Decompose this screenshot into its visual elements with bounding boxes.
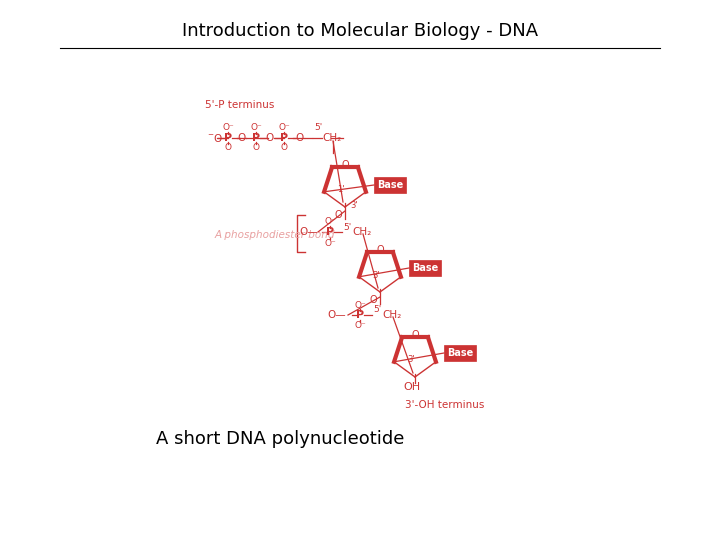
- Text: 3': 3': [372, 271, 380, 280]
- Text: O: O: [225, 144, 232, 152]
- Text: P: P: [224, 133, 232, 143]
- Text: 5'-P terminus: 5'-P terminus: [205, 100, 274, 110]
- Text: P: P: [252, 133, 260, 143]
- Text: O: O: [296, 133, 304, 143]
- Text: O: O: [253, 144, 259, 152]
- Text: $^{-}$O: $^{-}$O: [207, 132, 223, 144]
- Text: Base: Base: [447, 348, 473, 358]
- FancyBboxPatch shape: [409, 260, 441, 276]
- Text: Introduction to Molecular Biology - DNA: Introduction to Molecular Biology - DNA: [182, 22, 538, 40]
- Text: A short DNA polynucleotide: A short DNA polynucleotide: [156, 430, 404, 448]
- Text: P: P: [326, 227, 334, 237]
- Text: 3': 3': [350, 200, 358, 210]
- Text: P: P: [280, 133, 288, 143]
- Text: OH: OH: [403, 382, 420, 392]
- Text: 1': 1': [337, 186, 345, 194]
- Text: O⁻: O⁻: [278, 124, 290, 132]
- Text: Base: Base: [412, 263, 438, 273]
- Text: O⁻: O⁻: [354, 321, 366, 330]
- Text: O⁻: O⁻: [324, 239, 336, 247]
- Text: O—: O—: [328, 310, 346, 320]
- Text: Base: Base: [377, 180, 403, 190]
- Text: 3'-OH terminus: 3'-OH terminus: [405, 400, 485, 410]
- Text: 5': 5': [373, 306, 381, 314]
- FancyBboxPatch shape: [444, 345, 476, 361]
- Text: O⁻: O⁻: [354, 300, 366, 309]
- Text: O: O: [411, 330, 419, 340]
- FancyBboxPatch shape: [374, 177, 406, 193]
- Text: O⁻: O⁻: [222, 124, 234, 132]
- Text: O: O: [341, 160, 348, 170]
- Text: O: O: [281, 144, 287, 152]
- Text: A phosphodiester bond: A phosphodiester bond: [215, 230, 336, 240]
- Text: O: O: [238, 133, 246, 143]
- Text: O—: O—: [300, 227, 318, 237]
- Text: O: O: [334, 210, 342, 220]
- Text: P: P: [356, 310, 364, 320]
- Text: O: O: [376, 245, 384, 255]
- Text: CH₂: CH₂: [322, 133, 341, 143]
- Text: 3': 3': [408, 355, 415, 364]
- Text: O: O: [266, 133, 274, 143]
- Text: CH₂: CH₂: [352, 227, 372, 237]
- Text: 5': 5': [343, 222, 351, 232]
- Text: 5': 5': [314, 124, 322, 132]
- Text: O⁻: O⁻: [324, 218, 336, 226]
- Text: CH₂: CH₂: [382, 310, 401, 320]
- Text: O: O: [369, 295, 377, 305]
- Text: O⁻: O⁻: [250, 124, 262, 132]
